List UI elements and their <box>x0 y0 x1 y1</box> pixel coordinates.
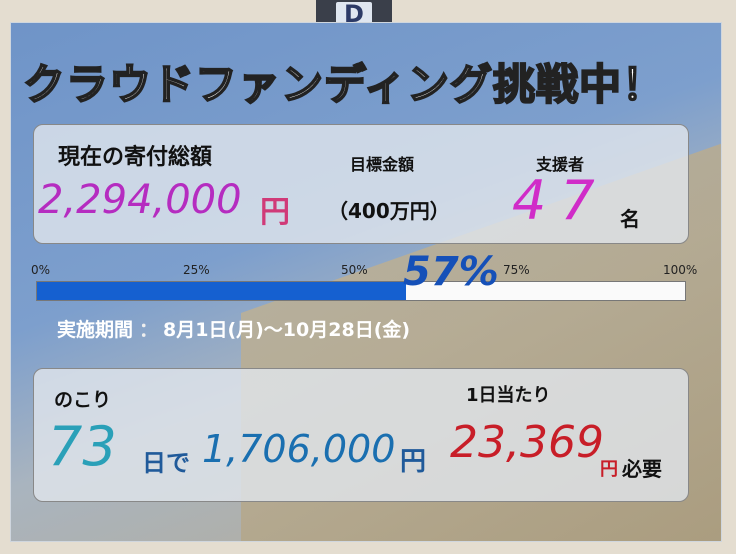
goal-label: 目標金額 <box>350 155 415 174</box>
remaining-amount: 1,706,000 <box>202 427 396 471</box>
per-day-label: 1日当たり <box>466 385 551 406</box>
summary-box: 現在の寄付総額 2,294,000 円 目標金額 （400万円） 支援者 47 … <box>33 124 689 244</box>
supporters-count: 47 <box>512 169 609 232</box>
current-total-label: 現在の寄付総額 <box>58 145 213 170</box>
period-separator: ： <box>139 319 159 341</box>
remaining-unit: 円 <box>400 447 427 477</box>
remaining-label: のこり <box>54 389 112 411</box>
progress-bar <box>36 281 686 301</box>
per-day-suffix: 必要 <box>622 457 662 481</box>
tick-100: 100% <box>663 263 698 277</box>
current-total-unit: 円 <box>260 195 290 230</box>
poster-title: クラウドファンディング挑戦中！ <box>22 59 666 110</box>
supporters-label: 支援者 <box>536 155 585 174</box>
crowdfunding-poster: クラウドファンディング挑戦中！ 現在の寄付総額 2,294,000 円 目標金額… <box>10 22 722 542</box>
per-day-unit: 円 <box>600 459 618 480</box>
period-dates: 8月1日(月)～10月28日(金) <box>163 319 411 341</box>
per-day-amount: 23,369 <box>450 417 604 468</box>
current-total-amount: 2,294,000 <box>38 177 242 223</box>
goal-value: （400万円） <box>328 199 450 223</box>
supporters-unit: 名 <box>620 207 640 231</box>
tick-0: 0% <box>31 263 51 277</box>
remaining-days-text: 日で <box>142 449 190 477</box>
tick-25: 25% <box>183 263 210 277</box>
remaining-days: 73 <box>48 415 117 478</box>
tick-75: 75% <box>503 263 530 277</box>
remaining-box: のこり 73 日で 1,706,000 円 1日当たり 23,369 円 必要 <box>33 368 689 502</box>
period-label: 実施期間 <box>57 319 134 341</box>
progress-percent: 57% <box>403 249 499 295</box>
progress-fill <box>37 282 407 300</box>
tick-50: 50% <box>341 263 368 277</box>
